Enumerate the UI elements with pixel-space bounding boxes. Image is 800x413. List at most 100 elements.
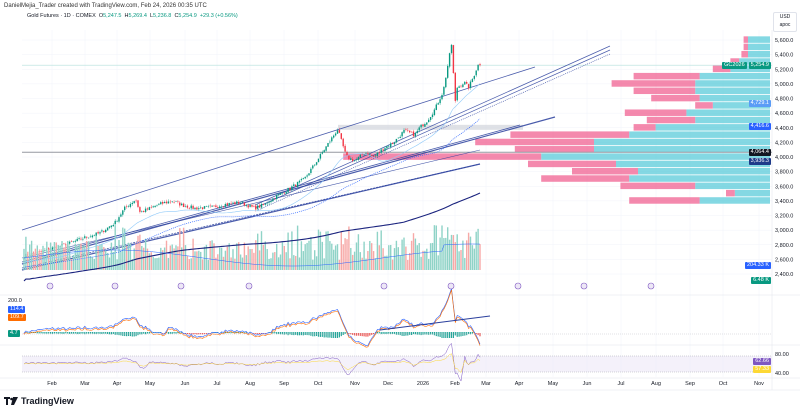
volume-bar (443, 238, 445, 270)
macd-histogram-bar (399, 332, 401, 336)
event-marker-icon[interactable] (177, 282, 185, 290)
x-tick-label: Apr (113, 381, 122, 387)
candle (469, 81, 472, 88)
candle (401, 132, 403, 137)
macd-histogram-bar (65, 332, 67, 334)
profile-bin-up (699, 72, 770, 80)
profile-bin-down (743, 36, 748, 43)
resistance-zone[interactable] (338, 124, 523, 130)
macd-histogram-bar (118, 332, 120, 336)
macd-histogram-bar (40, 332, 42, 334)
volume-bar (331, 243, 333, 270)
volume-bar (108, 257, 111, 270)
candle (131, 202, 133, 205)
macd-histogram-bar (338, 332, 340, 338)
volume-bar (63, 247, 65, 270)
rsi-pane[interactable]: 80.00 40.00 (22, 342, 789, 382)
volume-bar (34, 248, 37, 270)
candle (418, 127, 420, 131)
trendline[interactable] (254, 49, 611, 209)
macd-histogram-bar (355, 333, 358, 336)
macd-histogram-bar (221, 332, 223, 333)
y-tick-label: 2,600.0 (775, 257, 793, 263)
y-tick-label: 5,400.0 (775, 53, 793, 59)
event-marker-icon[interactable] (647, 282, 655, 290)
moving-average-line (23, 192, 481, 282)
event-marker-icon[interactable] (46, 282, 54, 290)
volume-bar (36, 245, 38, 270)
event-marker-icon[interactable] (111, 282, 119, 290)
macd-axis-label: 200.0 (8, 298, 22, 304)
macd-histogram-bar (148, 332, 150, 334)
volume-bar (336, 244, 339, 270)
trendline[interactable] (21, 124, 521, 263)
candle (234, 202, 236, 205)
macd-histogram-bar (29, 332, 31, 333)
macd-histogram-bar (46, 332, 48, 334)
profile-bin-up (695, 182, 770, 190)
trendline[interactable] (254, 45, 611, 206)
volume-bar (236, 243, 238, 270)
trendline[interactable] (21, 66, 536, 231)
candle (367, 153, 369, 156)
event-marker-icon[interactable] (380, 282, 388, 290)
volume-bar (334, 245, 337, 270)
volume-bar (175, 245, 177, 270)
x-tick-label: Mar (481, 381, 491, 387)
volume-bar (308, 240, 310, 270)
trendline[interactable] (257, 53, 611, 211)
candle (382, 149, 384, 151)
candle (124, 206, 126, 211)
y-tick-label: 4,200.0 (775, 140, 793, 146)
volume-bar (454, 242, 456, 270)
candle (431, 114, 434, 117)
volume-bar (144, 238, 147, 270)
macd-histogram-bar (186, 333, 188, 335)
candle (99, 232, 101, 234)
volume-bar (177, 246, 179, 270)
candle (393, 142, 396, 145)
volume-bar (220, 247, 223, 270)
profile-bin-up (629, 175, 770, 182)
event-marker-icon[interactable] (245, 282, 253, 290)
candle (266, 203, 268, 205)
tradingview-logo[interactable]: TradingView (4, 396, 74, 406)
profile-bin-up (730, 65, 770, 73)
volume-bar (91, 257, 94, 270)
candle (293, 184, 295, 187)
macd-pane[interactable]: 200.0 (8, 288, 772, 348)
volume-bar (357, 234, 360, 270)
candle (186, 205, 189, 208)
macd-histogram-bar (228, 332, 230, 334)
candle (241, 201, 244, 203)
trendline[interactable] (21, 149, 481, 259)
volume-bar (319, 231, 322, 270)
macd-histogram-bar (80, 332, 82, 334)
symbol-legend[interactable]: Gold Futures · 1D · COMEX O5,247.5 H5,26… (27, 13, 238, 19)
macd-histogram-bar (253, 333, 255, 334)
candle (452, 45, 455, 74)
volume-bar (287, 232, 289, 270)
event-marker-icon[interactable] (514, 282, 522, 290)
candle (295, 184, 297, 187)
event-marker-icon[interactable] (447, 282, 455, 290)
volume-bar (257, 233, 259, 270)
candle (91, 235, 94, 238)
macd-histogram-bar (437, 332, 439, 337)
volume-bar (112, 251, 114, 270)
volume-bar (190, 258, 192, 270)
volume-bar (416, 245, 418, 270)
open-value: 5,247.5 (103, 13, 122, 19)
volume-bar (429, 243, 432, 270)
macd-trendline[interactable] (379, 315, 491, 331)
candle (388, 146, 390, 147)
candle (165, 201, 168, 204)
profile-bin-up (695, 116, 770, 124)
event-marker-icon[interactable] (580, 282, 588, 290)
volume-bar (135, 242, 137, 270)
volume-bar (122, 227, 124, 270)
currency-selector[interactable]: USD apoc (773, 12, 797, 32)
volume-bar (89, 256, 92, 270)
macd-histogram-bar (259, 333, 261, 335)
